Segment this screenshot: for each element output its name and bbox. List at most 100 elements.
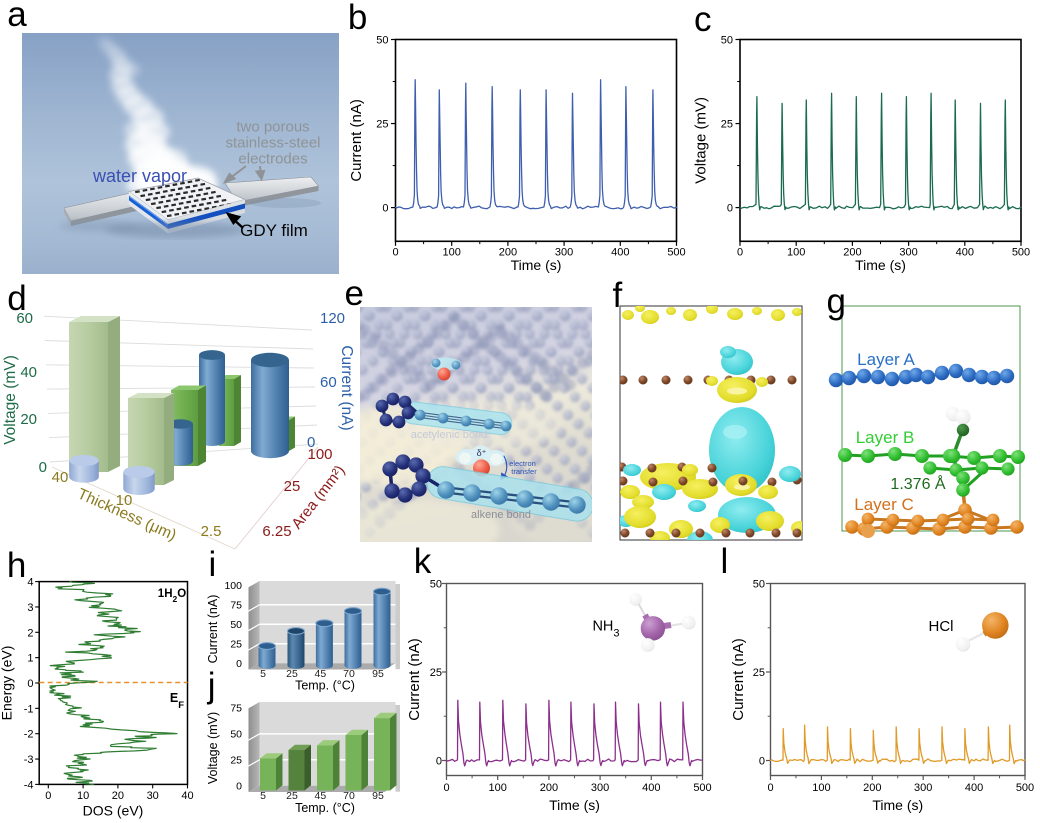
svg-text:0: 0: [236, 781, 242, 793]
svg-text:2: 2: [27, 627, 33, 639]
svg-text:200: 200: [863, 782, 881, 794]
svg-text:100: 100: [787, 246, 805, 258]
svg-text:500: 500: [1016, 782, 1034, 794]
svg-text:120: 120: [320, 310, 345, 327]
svg-text:DOS (eV): DOS (eV): [83, 802, 144, 818]
svg-text:400: 400: [956, 246, 974, 258]
svg-text:5: 5: [260, 668, 266, 680]
svg-text:-4: -4: [24, 779, 34, 791]
svg-text:400: 400: [611, 246, 629, 258]
svg-text:100: 100: [307, 446, 332, 463]
svg-text:1: 1: [27, 653, 33, 665]
svg-text:40: 40: [181, 790, 193, 802]
svg-text:50: 50: [230, 619, 242, 631]
svg-text:electron: electron: [509, 459, 536, 468]
svg-text:500: 500: [1012, 246, 1030, 258]
svg-text:0: 0: [443, 782, 449, 794]
svg-text:0: 0: [767, 782, 773, 794]
svg-text:NH3: NH3: [592, 619, 619, 640]
svg-text:300: 300: [555, 246, 573, 258]
svg-text:Current (nA): Current (nA): [206, 595, 220, 664]
svg-text:-3: -3: [24, 754, 34, 766]
svg-text:10: 10: [116, 492, 133, 509]
svg-text:25: 25: [430, 667, 442, 679]
svg-text:500: 500: [667, 246, 685, 258]
svg-text:transfer: transfer: [511, 467, 537, 476]
svg-text:Time (s): Time (s): [855, 257, 906, 273]
svg-text:water vapor: water vapor: [92, 166, 187, 186]
svg-text:100: 100: [489, 782, 507, 794]
svg-text:25: 25: [286, 790, 298, 802]
svg-text:40: 40: [52, 469, 69, 486]
svg-text:70: 70: [343, 668, 355, 680]
svg-text:200: 200: [499, 246, 517, 258]
svg-text:30: 30: [147, 790, 159, 802]
svg-text:Temp. (°C): Temp. (°C): [295, 801, 355, 815]
svg-text:400: 400: [642, 782, 660, 794]
svg-text:75: 75: [230, 703, 242, 715]
svg-text:50: 50: [721, 35, 733, 47]
svg-text:300: 300: [899, 246, 917, 258]
svg-text:25: 25: [286, 668, 298, 680]
svg-text:400: 400: [965, 782, 983, 794]
svg-text:0: 0: [27, 678, 33, 690]
svg-text:40: 40: [20, 364, 37, 381]
svg-text:0: 0: [737, 246, 743, 258]
svg-text:-2: -2: [24, 729, 34, 741]
svg-text:-1: -1: [24, 703, 34, 715]
svg-text:3: 3: [27, 602, 33, 614]
svg-text:100: 100: [812, 782, 830, 794]
svg-text:Voltage (mV): Voltage (mV): [206, 712, 220, 784]
svg-text:GDY film: GDY film: [240, 221, 308, 240]
svg-text:0: 0: [236, 658, 242, 670]
svg-text:20: 20: [112, 790, 124, 802]
svg-text:0: 0: [436, 756, 442, 768]
svg-text:25: 25: [376, 119, 388, 131]
svg-text:Current (nA): Current (nA): [348, 99, 365, 182]
svg-text:25: 25: [721, 119, 733, 131]
svg-text:0: 0: [45, 790, 51, 802]
svg-text:25: 25: [230, 639, 242, 651]
svg-text:Temp. (°C): Temp. (°C): [295, 679, 355, 693]
svg-text:0: 0: [382, 203, 388, 215]
svg-text:200: 200: [843, 246, 861, 258]
svg-text:100: 100: [443, 246, 461, 258]
svg-text:stainless-steel: stainless-steel: [225, 135, 320, 152]
svg-text:10: 10: [77, 790, 89, 802]
svg-text:Time (s): Time (s): [872, 797, 923, 813]
svg-text:Time (s): Time (s): [549, 797, 600, 813]
svg-text:two porous: two porous: [236, 119, 309, 136]
svg-text:60: 60: [16, 310, 33, 327]
svg-text:Time (s): Time (s): [511, 257, 562, 273]
svg-text:95: 95: [372, 668, 384, 680]
svg-text:50: 50: [230, 729, 242, 741]
svg-text:25: 25: [230, 755, 242, 767]
svg-text:Energy (eV): Energy (eV): [0, 646, 15, 721]
svg-text:1.376 Å: 1.376 Å: [890, 474, 945, 493]
svg-text:100: 100: [224, 580, 242, 592]
svg-text:20: 20: [20, 411, 37, 428]
svg-text:95: 95: [372, 790, 384, 802]
svg-text:50: 50: [376, 35, 388, 47]
svg-text:300: 300: [914, 782, 932, 794]
svg-text:acetylenic bond: acetylenic bond: [411, 429, 487, 441]
svg-text:0: 0: [392, 246, 398, 258]
svg-text:δ⁺: δ⁺: [477, 448, 487, 458]
svg-text:Layer C: Layer C: [854, 495, 914, 514]
svg-text:5: 5: [260, 790, 266, 802]
svg-text:0: 0: [759, 756, 765, 768]
svg-text:4: 4: [27, 577, 33, 589]
svg-text:Voltage (mV): Voltage (mV): [693, 97, 710, 184]
svg-text:0: 0: [39, 459, 47, 476]
svg-text:50: 50: [430, 579, 442, 591]
svg-text:60: 60: [320, 374, 337, 391]
svg-text:45: 45: [315, 790, 327, 802]
svg-text:45: 45: [315, 668, 327, 680]
svg-text:50: 50: [753, 579, 765, 591]
svg-text:Current (nA): Current (nA): [730, 638, 747, 721]
svg-text:25: 25: [753, 667, 765, 679]
svg-text:300: 300: [591, 782, 609, 794]
svg-text:200: 200: [540, 782, 558, 794]
svg-text:500: 500: [693, 782, 711, 794]
svg-text:Current (nA): Current (nA): [338, 345, 355, 430]
